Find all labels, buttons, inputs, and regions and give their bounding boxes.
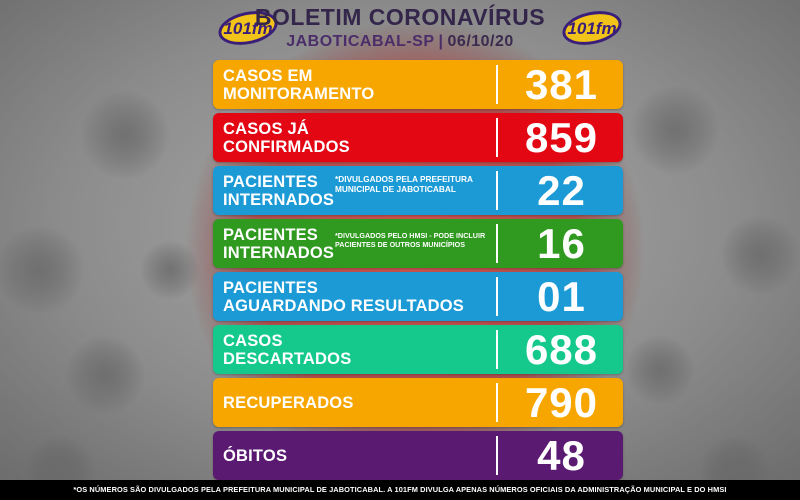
stat-divider: [496, 330, 498, 369]
stat-value: 22: [537, 166, 586, 214]
bulletin-title: BOLETIM CORONAVÍRUS: [254, 4, 546, 30]
stat-divider: [496, 436, 498, 475]
stat-label-text: RECUPERADOS: [223, 393, 354, 412]
stat-value: 859: [524, 113, 599, 161]
stat-label-text: CASOS JÁ CONFIRMADOS: [223, 119, 350, 156]
stat-label-text: PACIENTES AGUARDANDO RESULTADOS: [223, 278, 465, 315]
stat-divider: [496, 118, 498, 157]
logo-text: 101fm: [223, 19, 272, 38]
stat-value: 48: [537, 431, 586, 479]
stat-note: *DIVULGADOS PELO HMSI - PODE INCLUIR PAC…: [335, 231, 486, 249]
logo-text: 101fm: [567, 19, 616, 38]
stat-row-monitoring: CASOS EM MONITORAMENTO 381: [213, 60, 623, 109]
subtitle-separator: |: [438, 33, 444, 50]
stat-value: 688: [524, 325, 599, 373]
footer-disclaimer: *OS NÚMEROS SÃO DIVULGADOS PELA PREFEITU…: [0, 480, 800, 500]
stat-row-recovered: RECUPERADOS 790: [213, 378, 623, 427]
stat-row-awaiting-results: PACIENTES AGUARDANDO RESULTADOS 01: [213, 272, 623, 321]
stat-row-hospitalized-prefeitura: PACIENTES INTERNADOS *DIVULGADOS PELA PRE…: [213, 166, 623, 215]
stat-value: 16: [537, 219, 586, 267]
radio-logo-right: 101fm: [562, 11, 622, 45]
stat-label-text: CASOS DESCARTADOS: [223, 331, 352, 368]
stat-note: *DIVULGADOS PELA PREFEITURA MUNICIPAL DE…: [335, 174, 473, 194]
stat-divider: [496, 224, 498, 263]
stat-value: 381: [524, 60, 599, 108]
stat-value: 01: [537, 272, 586, 320]
stat-label: CASOS DESCARTADOS: [223, 325, 493, 374]
stat-divider: [496, 383, 498, 422]
stat-label: CASOS EM MONITORAMENTO: [223, 60, 493, 109]
stat-row-discarded: CASOS DESCARTADOS 688: [213, 325, 623, 374]
stat-divider: [496, 171, 498, 210]
stat-label: PACIENTES INTERNADOS: [223, 219, 493, 268]
stat-label-text: PACIENTES INTERNADOS: [223, 172, 335, 209]
bulletin-date: 06/10/20: [447, 33, 514, 50]
city-label: JABOTICABAL-SP: [286, 33, 435, 50]
stat-label-text: CASOS EM MONITORAMENTO: [223, 66, 375, 103]
stat-label: PACIENTES AGUARDANDO RESULTADOS: [223, 272, 493, 321]
stat-value: 790: [524, 378, 599, 426]
stat-row-confirmed: CASOS JÁ CONFIRMADOS 859: [213, 113, 623, 162]
stat-row-deaths: ÓBITOS 48: [213, 431, 623, 480]
stat-label-text: PACIENTES INTERNADOS: [223, 225, 335, 262]
stat-row-hospitalized-hmsi: PACIENTES INTERNADOS *DIVULGADOS PELO HMS…: [213, 219, 623, 268]
stat-label-text: ÓBITOS: [223, 446, 288, 465]
stat-label: CASOS JÁ CONFIRMADOS: [223, 113, 493, 162]
stat-label: ÓBITOS: [223, 431, 493, 480]
stat-divider: [496, 65, 498, 104]
radio-logo-left: 101fm: [218, 11, 278, 45]
stat-divider: [496, 277, 498, 316]
bulletin-subtitle: JABOTICABAL-SP | 06/10/20: [0, 33, 800, 51]
stat-label: RECUPERADOS: [223, 378, 493, 427]
stat-label: PACIENTES INTERNADOS: [223, 166, 493, 215]
